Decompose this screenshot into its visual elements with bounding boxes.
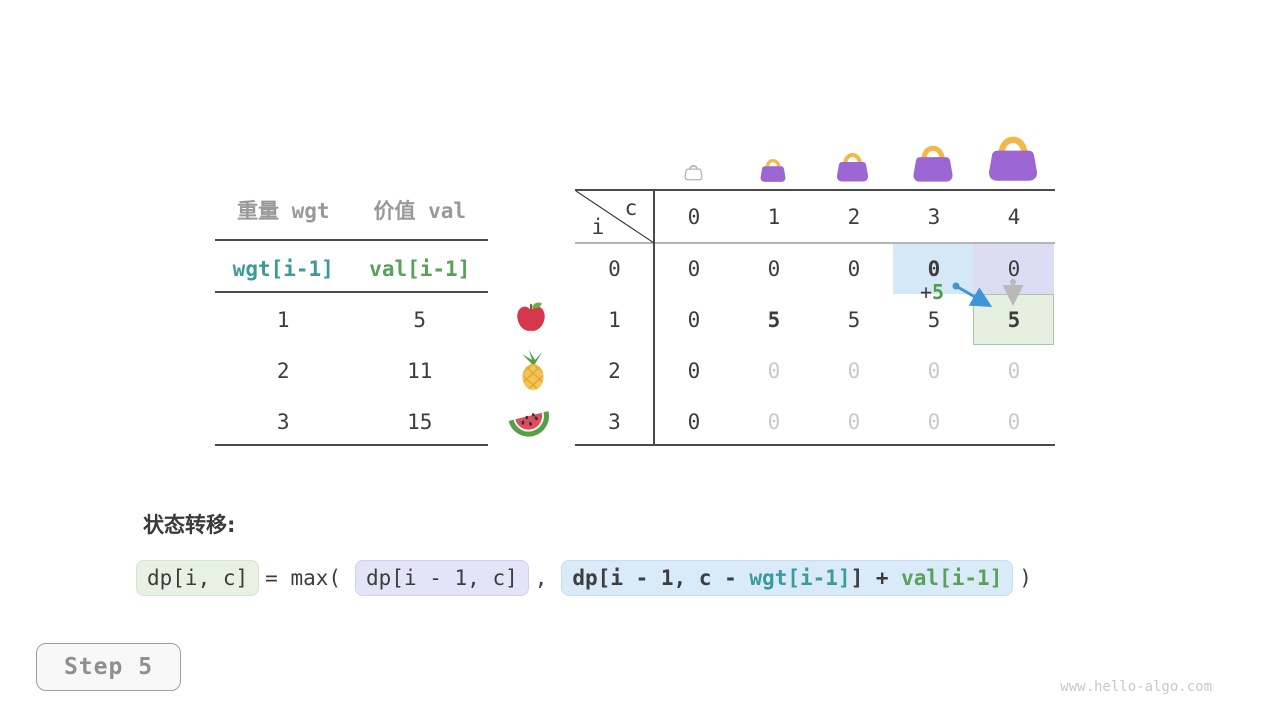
- dp-cell-r0c0: 0: [687, 256, 701, 281]
- dp-cell-r3c2: 0: [847, 409, 861, 434]
- dp-cell-r3c3: 0: [927, 409, 941, 434]
- dp-cell-r3c0: 0: [687, 409, 701, 434]
- item3-value: 15: [407, 410, 433, 434]
- item1-value: 5: [413, 308, 427, 332]
- dp-corner-row-label: i: [591, 215, 605, 239]
- apple-icon: [514, 300, 548, 334]
- items-table-row-1: 1 5: [215, 305, 488, 335]
- dp-cell-r0c1: 0: [767, 256, 781, 281]
- item2-weight: 2: [276, 359, 290, 383]
- dp-cell-grid: 0 0 0 0 0 0 5 5 5 5 0 0 0 0 0 0 0 0 0 0: [654, 243, 1054, 447]
- plus-value: 5: [932, 280, 945, 304]
- dp-cell-r1c2: 5: [847, 307, 861, 332]
- dp-cell-r2c2: 0: [847, 358, 861, 383]
- dp-row-header-3: 3: [608, 409, 621, 434]
- item1-weight: 1: [276, 308, 290, 332]
- arrow-diagonal-blue: [952, 282, 993, 308]
- weight-column-header: 重量 wgt: [236, 199, 330, 223]
- formula-arg2-val: val[i-1]: [901, 566, 1003, 590]
- bag-empty-icon: [684, 159, 703, 183]
- dp-cell-r2c3: 0: [927, 358, 941, 383]
- plus-sign: +: [920, 280, 933, 304]
- items-table-line-top: [215, 239, 488, 241]
- dp-cell-r0c2: 0: [847, 256, 861, 281]
- dp-cell-r2c0: 0: [687, 358, 701, 383]
- dp-column-headers: 0 1 2 3 4: [654, 191, 1054, 243]
- formula-operator: = max(: [265, 566, 342, 590]
- dp-corner-col-label: c: [624, 196, 638, 220]
- dp-col-header-0: 0: [687, 205, 701, 229]
- items-table-line-mid: [215, 291, 488, 293]
- dp-row-headers: 0 1 2 3: [575, 243, 654, 447]
- dp-cell-r2c4: 0: [1007, 358, 1021, 383]
- dp-cell-r1c4: 5: [1007, 307, 1021, 332]
- formula-arg2: dp[i - 1, c - wgt[i-1]] + val[i-1]: [561, 560, 1014, 596]
- dp-cell-r0c3: 0: [927, 256, 941, 281]
- pineapple-icon: [515, 350, 551, 392]
- items-table-header: 重量 wgt 价值 val: [215, 196, 488, 226]
- highlight-cell-source-left: [893, 244, 973, 294]
- formula-separator: ,: [534, 566, 548, 590]
- items-table-line-bottom: [215, 444, 488, 446]
- dp-cell-r3c4: 0: [1007, 409, 1021, 434]
- formula-lhs: dp[i, c]: [136, 560, 260, 596]
- value-column-header: 价值 val: [373, 199, 467, 223]
- dp-row-header-1: 1: [608, 307, 621, 332]
- dp-cell-r1c0: 0: [687, 307, 701, 332]
- items-table-symbol-row: wgt[i-1] val[i-1]: [215, 254, 488, 284]
- items-table-row-3: 3 15: [215, 407, 488, 437]
- formula-arg1: dp[i - 1, c]: [355, 560, 529, 596]
- val-symbol: val[i-1]: [369, 257, 471, 281]
- bag-large-icon: [911, 138, 955, 185]
- dp-cell-r1c1: 5: [767, 307, 781, 332]
- plus-value-annotation: +5: [920, 281, 944, 303]
- state-transition-formula: dp[i, c] = max( dp[i - 1, c] , dp[i - 1,…: [136, 560, 1038, 596]
- dp-corner-diagonal: [575, 190, 655, 244]
- transition-arrows: [890, 268, 1060, 328]
- dp-table-line-bottom: [575, 444, 1055, 446]
- dp-row-header-2: 2: [608, 358, 621, 383]
- bag-small-icon: [759, 154, 787, 184]
- dp-cell-r3c1: 0: [767, 409, 781, 434]
- bag-medium-icon: [835, 147, 870, 184]
- items-table-row-2: 2 11: [215, 356, 488, 386]
- dp-table-line-header: [575, 242, 1055, 244]
- step-indicator-button[interactable]: Step 5: [36, 643, 181, 691]
- dp-table-line-vertical: [653, 190, 655, 446]
- dp-col-header-1: 1: [767, 205, 781, 229]
- state-transition-title: 状态转移:: [143, 513, 236, 537]
- dp-row-header-0: 0: [608, 256, 621, 281]
- formula-arg2-infix: ] +: [850, 566, 902, 590]
- arrow-down-gray: [1002, 279, 1024, 306]
- dp-col-header-4: 4: [1007, 205, 1021, 229]
- item2-value: 11: [407, 359, 433, 383]
- dp-col-header-3: 3: [927, 205, 941, 229]
- watermelon-icon: [506, 404, 552, 438]
- formula-arg2-wgt: wgt[i-1]: [749, 566, 851, 590]
- dp-cell-r0c4: 0: [1007, 256, 1021, 281]
- bag-xlarge-icon: [986, 127, 1040, 185]
- dp-table-line-top: [575, 189, 1055, 191]
- dp-col-header-2: 2: [847, 205, 861, 229]
- website-watermark: www.hello-algo.com: [1060, 679, 1212, 695]
- wgt-symbol: wgt[i-1]: [232, 257, 334, 281]
- dp-cell-r2c1: 0: [767, 358, 781, 383]
- item3-weight: 3: [276, 410, 290, 434]
- dp-cell-r1c3: 5: [927, 307, 941, 332]
- formula-arg2-prefix: dp[i - 1, c -: [572, 566, 750, 590]
- formula-closing: ): [1019, 566, 1032, 590]
